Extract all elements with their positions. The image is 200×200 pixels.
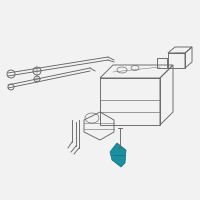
- Polygon shape: [110, 143, 126, 167]
